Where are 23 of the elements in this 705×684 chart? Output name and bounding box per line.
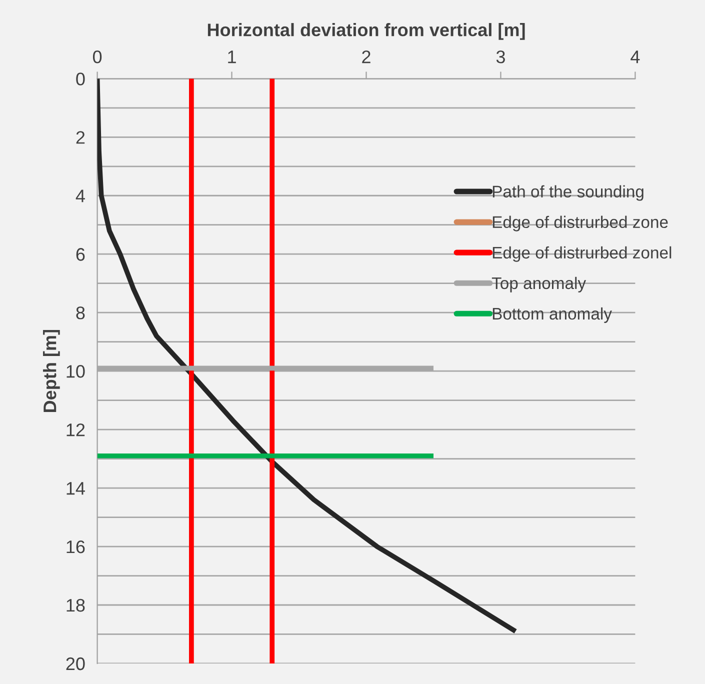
legend-label: Edge of distrurbed zone: [492, 216, 668, 232]
y-tick-label: 2: [76, 131, 85, 144]
y-tick-label: 18: [66, 598, 85, 612]
y-tick-label: 16: [66, 540, 85, 554]
x-tick-label: 1: [228, 50, 236, 64]
legend-label: Bottom anomaly: [492, 307, 612, 323]
y-tick-label: 12: [66, 423, 85, 436]
x-axis-title: Horizontal deviation from vertical [m]: [208, 23, 525, 40]
legend-label: Top anomaly: [492, 276, 586, 292]
y-tick-label: 14: [66, 482, 85, 495]
y-tick-label: 20: [66, 657, 85, 670]
legend-label: Path of the sounding: [492, 185, 644, 201]
y-tick-label: 4: [76, 190, 85, 202]
y-tick-label: 8: [76, 306, 85, 320]
y-tick-label: 10: [66, 365, 85, 378]
x-tick-label: 2: [362, 50, 370, 64]
y-tick-label: 0: [76, 72, 85, 86]
y-axis-title: Depth [m]: [43, 330, 60, 412]
legend-label: Edge of distrurbed zonel: [492, 246, 672, 262]
x-tick-label: 4: [630, 50, 640, 64]
x-tick-label: 0: [92, 50, 102, 64]
y-tick-label: 6: [76, 248, 85, 261]
x-tick-label: 3: [496, 50, 505, 64]
